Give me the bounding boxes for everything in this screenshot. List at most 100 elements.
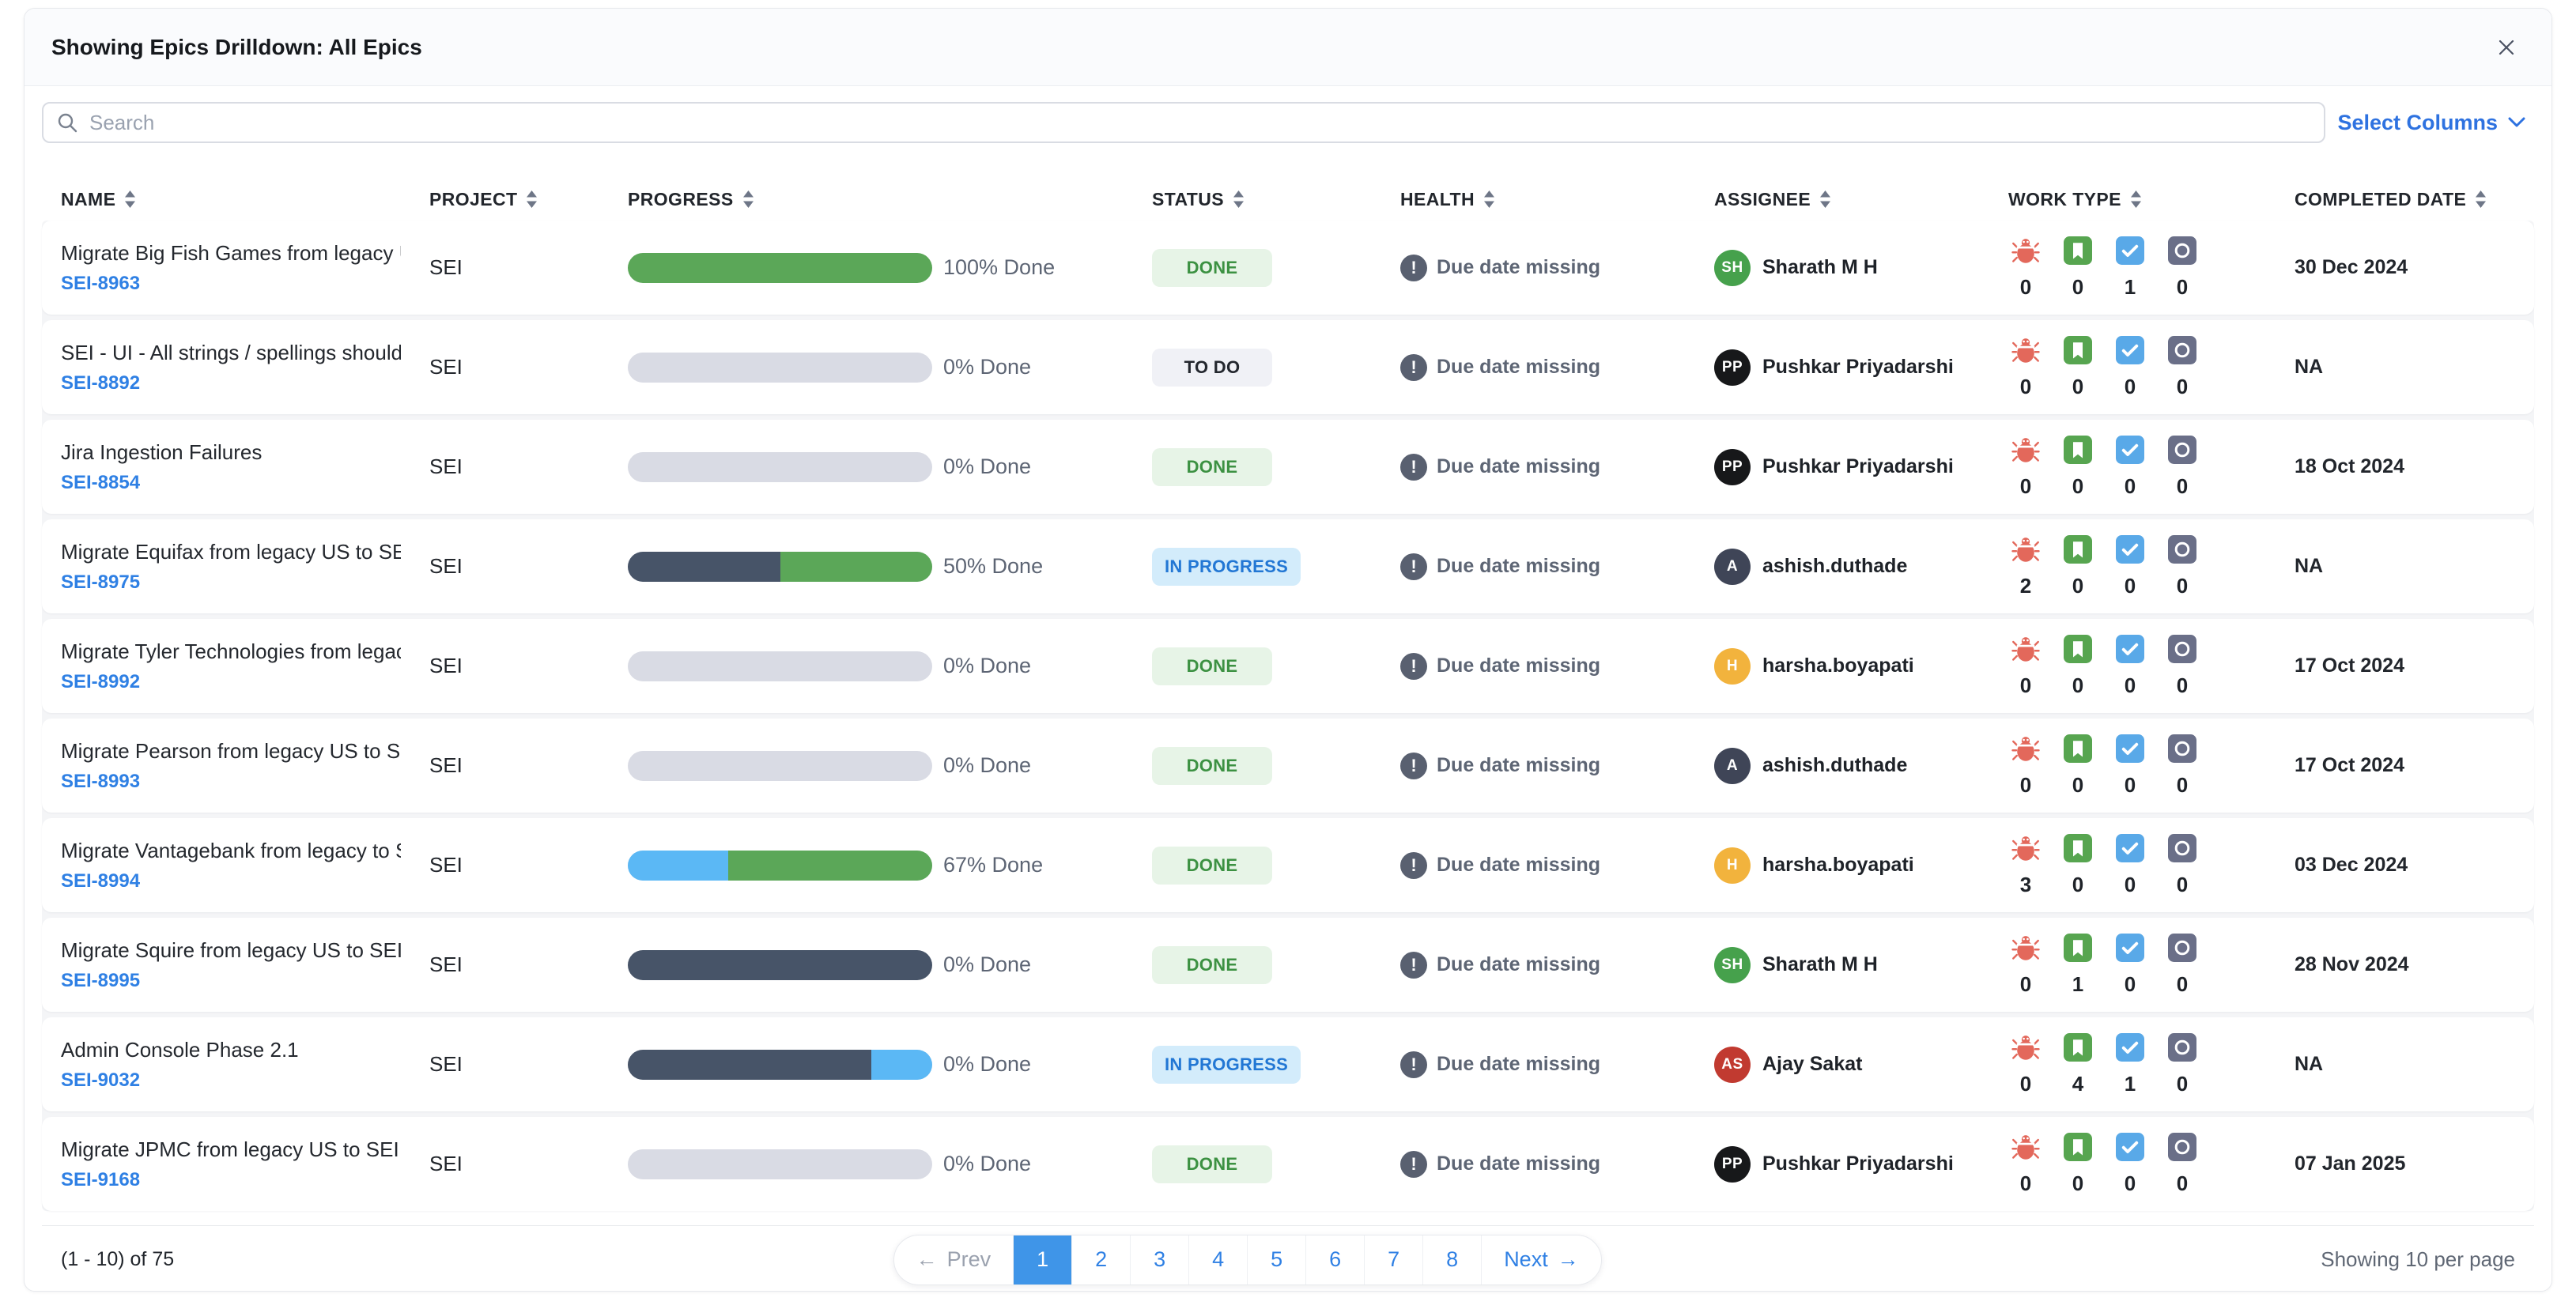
worktype-bug: 0 <box>2008 1033 2043 1096</box>
avatar: SH <box>1714 249 1751 286</box>
column-header-completed-date[interactable]: COMPLETED DATE <box>2295 189 2515 210</box>
worktype-story: 0 <box>2060 634 2095 698</box>
worktype-other: 0 <box>2165 534 2200 598</box>
progress-segment <box>628 949 932 980</box>
work-type-count: 2 <box>2019 573 2032 598</box>
progress-segment <box>628 1049 871 1080</box>
epic-key-link[interactable]: SEI-9032 <box>61 1069 141 1091</box>
work-type-count: 0 <box>2124 673 2136 697</box>
avatar: PP <box>1714 448 1751 485</box>
column-header-health[interactable]: HEALTH <box>1400 189 1714 210</box>
pagination-page-8[interactable]: 8 <box>1422 1235 1481 1284</box>
progress-segment <box>628 551 780 582</box>
worktype-other: 0 <box>2165 435 2200 499</box>
status-badge: DONE <box>1152 647 1272 685</box>
due-date-warning-icon: ! <box>1400 752 1427 779</box>
bug-icon <box>2011 836 2040 861</box>
progress-bar <box>628 451 932 482</box>
pagination-page-2[interactable]: 2 <box>1071 1235 1130 1284</box>
work-type-count: 0 <box>2176 872 2189 896</box>
worktype-task: 0 <box>2113 933 2147 997</box>
column-header-worktype[interactable]: WORK TYPE <box>2008 189 2295 210</box>
column-header-name[interactable]: NAME <box>61 189 429 210</box>
assignee-name: ashish.duthade <box>1762 555 1908 577</box>
work-type-count: 0 <box>2124 772 2136 797</box>
avatar: PP <box>1714 349 1751 386</box>
table-row: Migrate JPMC from legacy US to SEI on Ha… <box>42 1117 2534 1211</box>
completed-date: 30 Dec 2024 <box>2295 256 2408 278</box>
epic-key-link[interactable]: SEI-8975 <box>61 571 141 593</box>
task-icon <box>2116 734 2144 763</box>
pagination-page-3[interactable]: 3 <box>1130 1235 1188 1284</box>
column-header-progress[interactable]: PROGRESS <box>628 189 1152 210</box>
epic-name: Migrate Big Fish Games from legacy US to… <box>61 240 401 265</box>
health-label: Due date missing <box>1437 455 1600 477</box>
epic-key-link[interactable]: SEI-8854 <box>61 471 141 493</box>
epic-name: Migrate Squire from legacy US to SEI on … <box>61 937 401 962</box>
work-type-count: 3 <box>2019 872 2032 896</box>
modal-titlebar: Showing Epics Drilldown: All Epics <box>25 9 2551 86</box>
story-icon <box>2064 435 2092 464</box>
status-badge: DONE <box>1152 746 1272 785</box>
worktype-bug: 0 <box>2008 1133 2043 1196</box>
column-header-project[interactable]: PROJECT <box>429 189 628 210</box>
work-type-count: 0 <box>2072 673 2084 697</box>
work-type-count: 0 <box>2072 274 2084 299</box>
close-button[interactable] <box>2488 29 2525 66</box>
health-label: Due date missing <box>1437 256 1600 278</box>
column-header-status[interactable]: STATUS <box>1152 189 1400 210</box>
assignee-name: Pushkar Priyadarshi <box>1762 356 1954 378</box>
worktype-story: 0 <box>2060 734 2095 798</box>
worktype-story: 0 <box>2060 1132 2095 1196</box>
health-label: Due date missing <box>1437 654 1600 677</box>
story-icon <box>2064 734 2092 763</box>
epic-key-link[interactable]: SEI-9168 <box>61 1168 141 1190</box>
assignee-name: Pushkar Priyadarshi <box>1762 455 1954 477</box>
epic-key-link[interactable]: SEI-8963 <box>61 272 141 294</box>
pagination-page-7[interactable]: 7 <box>1364 1235 1422 1284</box>
assignee-name: Ajay Sakat <box>1762 1053 1863 1075</box>
progress-bar <box>628 1149 932 1179</box>
epic-key-link[interactable]: SEI-8994 <box>61 870 141 892</box>
work-type-count: 0 <box>2019 772 2032 797</box>
other-work-icon <box>2168 734 2196 763</box>
due-date-warning-icon: ! <box>1400 453 1427 481</box>
task-icon <box>2116 236 2144 265</box>
epic-name: Migrate Vantagebank from legacy to SEI o… <box>61 838 401 862</box>
arrow-right-icon: → <box>1557 1247 1579 1271</box>
epic-name: Migrate Tyler Technologies from legacy U… <box>61 639 401 663</box>
task-icon <box>2116 534 2144 564</box>
pagination-page-1[interactable]: 1 <box>1013 1235 1072 1284</box>
epic-name: Admin Console Phase 2.1 <box>61 1037 299 1062</box>
assignee-name: Sharath M H <box>1762 953 1878 975</box>
pagination-page-4[interactable]: 4 <box>1188 1235 1247 1284</box>
epic-key-link[interactable]: SEI-8993 <box>61 770 141 792</box>
worktype-story: 1 <box>2060 933 2095 997</box>
pagination-page-6[interactable]: 6 <box>1305 1235 1364 1284</box>
work-type-count: 0 <box>2176 772 2189 797</box>
column-header-assignee[interactable]: ASSIGNEE <box>1714 189 2008 210</box>
worktype-bug: 0 <box>2008 336 2043 399</box>
project-value: SEI <box>429 853 463 877</box>
sort-icon <box>1233 191 1244 208</box>
other-work-icon <box>2168 634 2196 663</box>
progress-label: 0% Done <box>943 654 1032 677</box>
epic-key-link[interactable]: SEI-8992 <box>61 670 141 692</box>
progress-bar <box>628 252 932 283</box>
worktype-other: 0 <box>2165 1132 2200 1196</box>
progress-bar <box>628 750 932 781</box>
epic-key-link[interactable]: SEI-8995 <box>61 969 141 991</box>
progress-label: 0% Done <box>943 455 1032 478</box>
pagination-next-button[interactable]: Next → <box>1481 1235 1601 1284</box>
search-input[interactable] <box>88 109 2311 136</box>
arrow-left-icon: ← <box>916 1247 938 1271</box>
worktype-other: 0 <box>2165 833 2200 897</box>
pagination-page-5[interactable]: 5 <box>1247 1235 1305 1284</box>
select-columns-button[interactable]: Select Columns <box>2329 111 2534 135</box>
work-type-count: 0 <box>2176 274 2189 299</box>
pagination-prev-button[interactable]: ← Prev <box>894 1235 1014 1284</box>
work-type-count: 0 <box>2124 473 2136 498</box>
worktype-bug: 3 <box>2008 834 2043 897</box>
health-label: Due date missing <box>1437 754 1600 776</box>
epic-key-link[interactable]: SEI-8892 <box>61 372 141 394</box>
